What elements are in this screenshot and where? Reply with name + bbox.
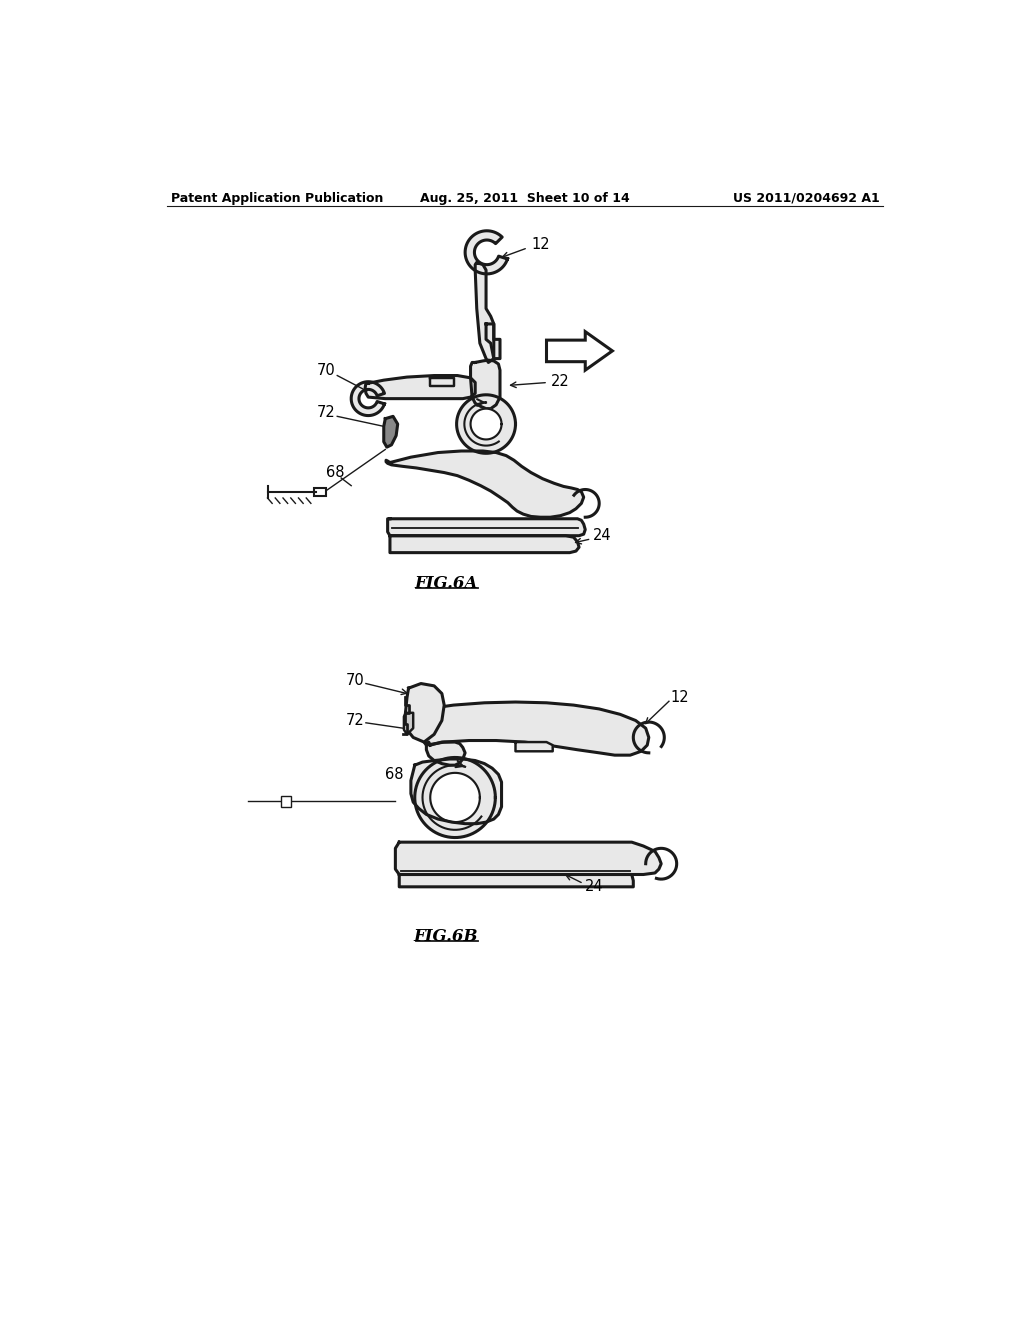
Polygon shape <box>403 713 414 734</box>
Polygon shape <box>399 874 633 887</box>
Text: 24: 24 <box>593 528 611 544</box>
Text: Aug. 25, 2011  Sheet 10 of 14: Aug. 25, 2011 Sheet 10 of 14 <box>420 191 630 205</box>
Text: 12: 12 <box>671 690 689 705</box>
Polygon shape <box>411 759 502 824</box>
Polygon shape <box>471 360 500 409</box>
Text: 70: 70 <box>346 673 365 688</box>
Text: FIG.6A: FIG.6A <box>414 576 477 591</box>
Polygon shape <box>395 842 662 874</box>
Polygon shape <box>471 409 502 440</box>
Text: 72: 72 <box>317 405 336 420</box>
Polygon shape <box>386 451 584 517</box>
Polygon shape <box>430 378 454 387</box>
Polygon shape <box>515 742 553 751</box>
Text: 72: 72 <box>346 713 365 729</box>
Polygon shape <box>388 519 586 536</box>
Text: US 2011/0204692 A1: US 2011/0204692 A1 <box>733 191 880 205</box>
Bar <box>282 796 291 807</box>
Polygon shape <box>406 684 444 742</box>
Text: 68: 68 <box>327 465 345 480</box>
Bar <box>314 488 326 496</box>
Polygon shape <box>465 231 508 273</box>
Text: FIG.6B: FIG.6B <box>414 928 478 945</box>
Polygon shape <box>426 742 465 766</box>
Polygon shape <box>415 758 496 837</box>
Text: 22: 22 <box>550 374 569 389</box>
Polygon shape <box>486 323 500 359</box>
Polygon shape <box>430 774 480 822</box>
Polygon shape <box>424 702 649 755</box>
Polygon shape <box>547 331 612 370</box>
Text: Patent Application Publication: Patent Application Publication <box>171 191 383 205</box>
Text: 70: 70 <box>317 363 336 378</box>
Polygon shape <box>384 416 397 447</box>
Text: 68: 68 <box>385 767 403 781</box>
Polygon shape <box>351 381 384 416</box>
Polygon shape <box>390 536 579 553</box>
Polygon shape <box>475 263 494 363</box>
Polygon shape <box>457 395 515 453</box>
Text: 12: 12 <box>531 238 550 252</box>
Polygon shape <box>366 376 475 399</box>
Text: 24: 24 <box>586 879 604 894</box>
